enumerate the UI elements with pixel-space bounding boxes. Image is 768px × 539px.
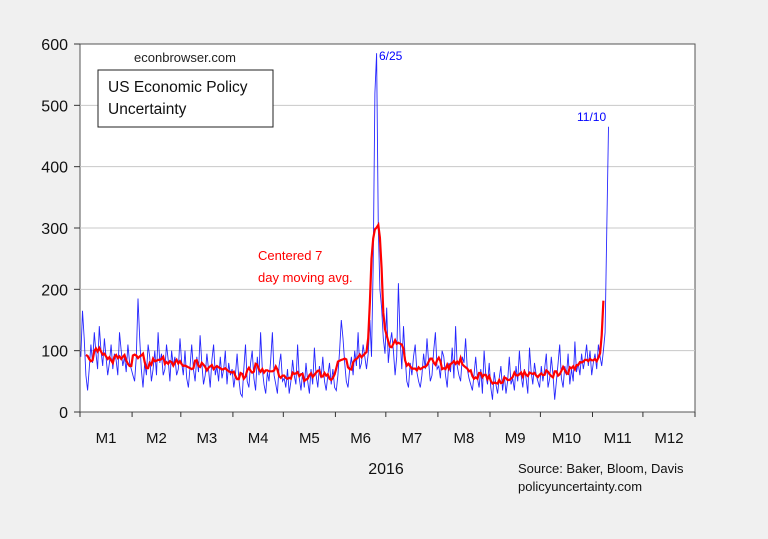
x-tick-label: M11: [604, 430, 632, 447]
moving-average-label-line-2: day moving avg.: [258, 270, 353, 285]
daily-epu-line: [80, 53, 609, 400]
moving-average-label: Centered 7 day moving avg.: [258, 248, 353, 285]
y-tick-label: 100: [41, 344, 68, 361]
y-tick-label: 200: [41, 282, 68, 299]
y-tick-label: 300: [41, 221, 68, 238]
source-line-2: policyuncertainty.com: [518, 479, 642, 494]
x-tick-label: M4: [248, 430, 269, 447]
y-axis: 0 100 200 300 400 500 600: [41, 37, 80, 422]
x-tick-label: M10: [552, 430, 581, 447]
annotation-brexit: 6/25: [379, 49, 403, 63]
x-tick-label: M2: [146, 430, 167, 447]
y-tick-label: 400: [41, 160, 68, 177]
moving-average-line: [85, 221, 605, 385]
x-tick-label: M5: [299, 430, 320, 447]
x-tick-label: M7: [401, 430, 422, 447]
y-tick-label: 500: [41, 98, 68, 115]
series-lines: [80, 53, 609, 400]
x-tick-label: M12: [654, 430, 683, 447]
chart-title-line-2: Uncertainty: [108, 101, 187, 118]
chart-title-line-1: US Economic Policy: [108, 79, 248, 96]
moving-average-label-line-1: Centered 7: [258, 248, 322, 263]
x-tick-label: M3: [196, 430, 217, 447]
title-box: [97, 69, 274, 128]
y-tick-label: 600: [41, 37, 68, 54]
x-axis-label: 2016: [368, 461, 404, 478]
annotation-election: 11/10: [577, 110, 606, 124]
x-tick-label: M8: [454, 430, 475, 447]
chart-title: US Economic Policy Uncertainty: [108, 79, 252, 118]
x-axis: M1 M2 M3 M4 M5 M6 M7 M8 M9 M10 M11 M12: [79, 412, 696, 447]
source-line-1: Source: Baker, Bloom, Davis: [518, 461, 684, 476]
site-label: econbrowser.com: [134, 50, 236, 65]
x-tick-label: M9: [505, 430, 526, 447]
x-tick-label: M1: [96, 430, 117, 447]
y-tick-label: 0: [59, 405, 68, 422]
x-tick-label: M6: [350, 430, 371, 447]
